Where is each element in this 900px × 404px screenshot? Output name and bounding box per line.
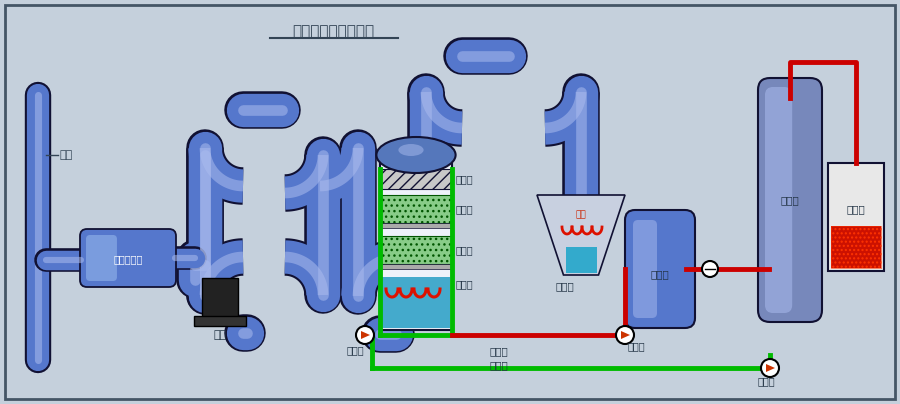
Bar bbox=[831, 226, 881, 268]
Text: 分離器: 分離器 bbox=[780, 195, 799, 205]
FancyBboxPatch shape bbox=[765, 87, 792, 313]
Text: 吸附剂: 吸附剂 bbox=[490, 360, 508, 370]
Polygon shape bbox=[621, 331, 630, 339]
Circle shape bbox=[356, 326, 374, 344]
Bar bbox=[565, 247, 597, 273]
Text: 风机: 风机 bbox=[213, 330, 227, 340]
Bar bbox=[828, 163, 884, 271]
FancyBboxPatch shape bbox=[625, 210, 695, 328]
Text: 混合液: 混合液 bbox=[556, 281, 575, 291]
Text: 填料层: 填料层 bbox=[456, 245, 473, 255]
Text: 循环泵: 循环泵 bbox=[346, 345, 364, 355]
Bar bbox=[380, 236, 452, 264]
Text: 废气: 废气 bbox=[576, 210, 587, 219]
Bar bbox=[380, 169, 452, 189]
Text: 储液槽: 储液槽 bbox=[651, 269, 670, 279]
Circle shape bbox=[616, 326, 634, 344]
Circle shape bbox=[761, 359, 779, 377]
Ellipse shape bbox=[376, 137, 455, 173]
Text: 填料层: 填料层 bbox=[456, 204, 473, 214]
Ellipse shape bbox=[399, 144, 424, 156]
Text: 加压泵: 加压泵 bbox=[628, 341, 645, 351]
FancyBboxPatch shape bbox=[633, 220, 657, 318]
Text: 吸附剂: 吸附剂 bbox=[456, 279, 473, 289]
Circle shape bbox=[702, 261, 718, 277]
Bar bbox=[202, 278, 238, 318]
Bar bbox=[380, 195, 452, 223]
Polygon shape bbox=[537, 195, 625, 275]
Text: 回收槽: 回收槽 bbox=[847, 204, 866, 214]
Bar bbox=[382, 277, 450, 328]
FancyBboxPatch shape bbox=[86, 235, 117, 281]
FancyBboxPatch shape bbox=[80, 229, 176, 287]
Text: 混合液: 混合液 bbox=[490, 346, 508, 356]
Text: 废气回收工艺流程图: 废气回收工艺流程图 bbox=[292, 25, 374, 40]
Text: 烟囱: 烟囱 bbox=[60, 150, 73, 160]
Bar bbox=[831, 226, 881, 268]
FancyBboxPatch shape bbox=[758, 78, 822, 322]
Text: 喷流水: 喷流水 bbox=[456, 174, 473, 184]
Text: 加压泵: 加压泵 bbox=[758, 376, 776, 386]
Polygon shape bbox=[766, 364, 775, 372]
Bar bbox=[380, 223, 452, 228]
Bar bbox=[380, 264, 452, 269]
Text: 固体过滤器: 固体过滤器 bbox=[113, 254, 143, 264]
Polygon shape bbox=[361, 331, 370, 339]
Bar bbox=[380, 155, 452, 330]
Bar bbox=[194, 316, 246, 326]
